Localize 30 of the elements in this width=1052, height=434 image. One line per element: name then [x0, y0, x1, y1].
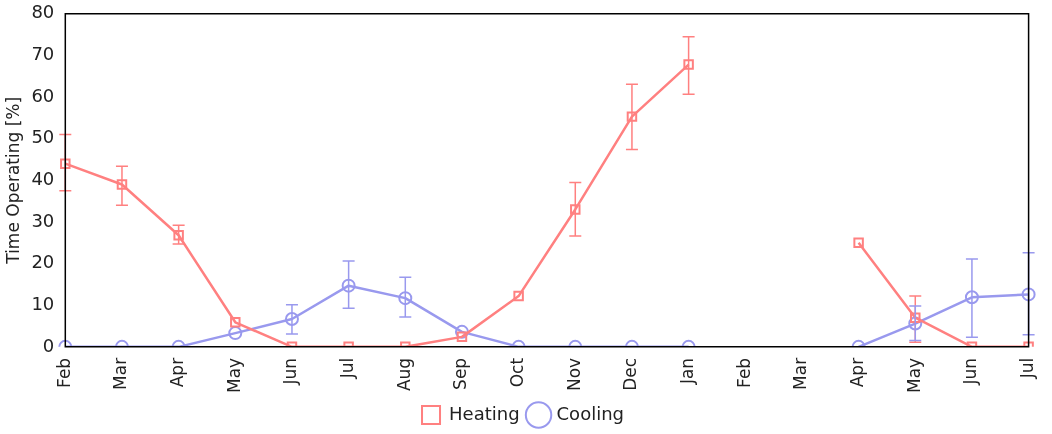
y-tick-label: 60 [31, 84, 55, 106]
x-tick-label: Dec [620, 357, 641, 391]
y-tick-label: 0 [42, 334, 55, 356]
x-tick-label: Jun [960, 357, 981, 386]
y-tick-label: 20 [31, 251, 55, 273]
y-tick-label: 30 [31, 209, 55, 231]
x-tick-label: Mar [790, 357, 811, 390]
x-tick-label: Nov [563, 357, 584, 392]
x-tick-label: Mar [110, 357, 131, 390]
x-tick-label: Feb [53, 357, 74, 388]
x-tick-label: Jan [677, 357, 698, 386]
y-axis-title: Time Operating [%] [2, 96, 23, 265]
x-tick-label: Oct [507, 357, 528, 388]
y-tick-label: 40 [31, 168, 55, 189]
x-tick-label: Apr [167, 357, 188, 388]
y-tick-label: 10 [31, 292, 55, 314]
x-tick-label: May [223, 357, 244, 394]
x-tick-label: Aug [393, 357, 414, 392]
x-tick-label: May [903, 357, 924, 394]
x-tick-label: Feb [733, 357, 754, 388]
x-tick-label: Jun [280, 357, 301, 386]
y-tick-label: 80 [31, 1, 55, 23]
legend-label: Heating [449, 402, 520, 424]
x-tick-label: Jul [1017, 357, 1038, 380]
x-tick-label: Jul [337, 357, 358, 380]
y-tick-label: 70 [31, 43, 55, 65]
x-tick-label: Sep [450, 357, 471, 390]
legend-label: Cooling [556, 402, 624, 424]
x-tick-label: Apr [847, 357, 868, 388]
y-tick-label: 50 [31, 126, 55, 148]
